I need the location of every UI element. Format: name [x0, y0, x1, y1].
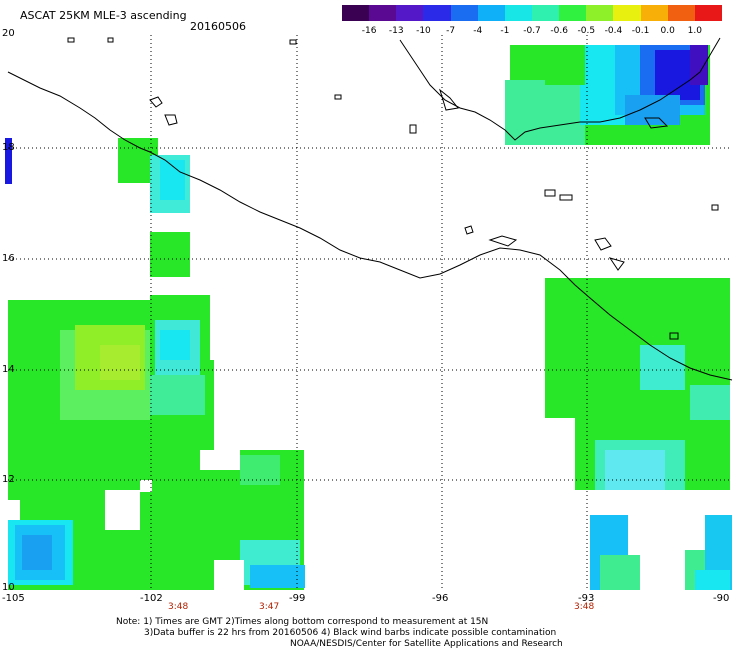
colorbar-segment [667, 5, 696, 21]
x-label-102: -102 [140, 593, 163, 604]
swath-cell [150, 232, 190, 277]
colorbar-segment [504, 5, 533, 21]
colorbar-segment [559, 5, 587, 21]
colorbar-label: -1 [500, 26, 510, 36]
grid-lines [8, 35, 732, 590]
colorbar-label: -0.6 [550, 26, 568, 36]
colorbar-segment [396, 5, 424, 21]
colorbar-label: -0.7 [523, 26, 541, 36]
colorbar-label: -0.5 [577, 26, 596, 36]
coastline [7, 71, 733, 381]
islands [67, 37, 719, 340]
swath-cell [600, 555, 640, 590]
swath-gap [105, 490, 140, 530]
colorbar-label: -0.4 [604, 26, 623, 36]
colorbar-segment [694, 5, 723, 21]
swath-cell [150, 375, 205, 415]
swath-cell [690, 385, 730, 420]
y-label-16: 16 [2, 253, 15, 264]
y-label-10: 10 [2, 582, 15, 593]
colorbar-segment [423, 5, 452, 21]
x-label-93: -93 [578, 593, 595, 604]
colorbar-segment [477, 5, 506, 21]
colorbar-label: 0.0 [660, 26, 675, 36]
colorbar-label: -16 [361, 26, 377, 36]
colorbar-segment [613, 5, 642, 21]
y-label-20: 20 [2, 28, 15, 39]
swath-cell [605, 450, 665, 490]
time-label-2: 3:47 [259, 602, 280, 612]
swath-cell [625, 95, 680, 125]
swath-cell [100, 345, 140, 380]
y-label-12: 12 [2, 474, 15, 485]
colorbar-label: -4 [473, 26, 483, 36]
y-label-14: 14 [2, 364, 15, 375]
footer-note-1: Note: 1) Times are GMT 2)Times along bot… [116, 617, 489, 627]
time-label-3: 3:48 [574, 602, 595, 612]
x-label-90: -90 [713, 593, 730, 604]
colorbar-label: -10 [416, 26, 431, 36]
swath-cell [160, 330, 190, 360]
swath-gap [200, 450, 240, 470]
footer-note-3: NOAA/NESDIS/Center for Satellite Applica… [290, 639, 563, 649]
x-label-99: -99 [289, 593, 306, 604]
colorbar-label: -13 [388, 26, 404, 36]
footer-note-2: 3)Data buffer is 22 hrs from 20160506 4)… [144, 628, 557, 638]
swath-cell [22, 535, 52, 570]
x-label-105: -105 [2, 593, 25, 604]
map-date: 20160506 [190, 20, 246, 33]
coastline-gulf [399, 37, 721, 141]
swath-cell [160, 160, 185, 200]
swath-cell [545, 45, 585, 85]
time-label-1: 3:48 [168, 602, 189, 612]
swath-gap [214, 560, 244, 590]
colorbar-label: 1.0 [687, 26, 703, 36]
colorbar [342, 5, 723, 21]
colorbar-segment [532, 5, 560, 21]
colorbar-segment [369, 5, 397, 21]
swath-cell [695, 570, 730, 590]
colorbar-label: -0.1 [631, 26, 650, 36]
swath-cell [640, 345, 685, 390]
swath-cell [250, 565, 305, 588]
colorbar-segment [586, 5, 614, 21]
colorbar-label: -7 [446, 26, 456, 36]
swath-gap [8, 500, 20, 520]
swath-cell [690, 45, 708, 85]
wind-data-swaths [8, 45, 732, 590]
colorbar-segment [450, 5, 479, 21]
x-label-96: -96 [432, 593, 449, 604]
y-label-18: 18 [2, 142, 15, 153]
colorbar-segment [640, 5, 669, 21]
swath-gap [140, 480, 152, 492]
edge-indicator [5, 138, 12, 184]
map-title: ASCAT 25KM MLE-3 ascending [20, 9, 187, 22]
colorbar-segment [342, 5, 370, 21]
swath-cell [505, 80, 585, 145]
